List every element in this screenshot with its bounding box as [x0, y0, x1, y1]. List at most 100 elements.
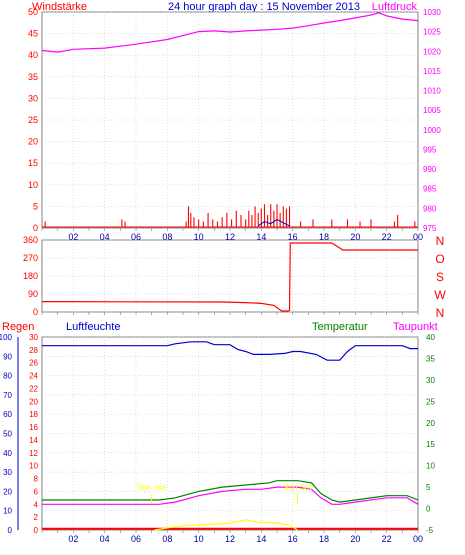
compass-label: S [436, 270, 444, 284]
gust-line [257, 218, 290, 227]
chart-panels: 0510152025303540455097598098599099510001… [0, 7, 446, 544]
tick-label: 100 [0, 333, 13, 342]
tick-label: 15 [28, 158, 38, 168]
humidity-axis-label: Luftfeuchte [66, 321, 120, 333]
tick-label: 20 [3, 487, 12, 496]
xtick-label: 16 [288, 232, 298, 242]
tick-label: 25 [28, 115, 38, 125]
tick-label: 1005 [423, 106, 441, 115]
tick-label: 980 [423, 204, 437, 213]
dewpoint-axis-label: Taupunkt [393, 321, 438, 333]
tick-label: 12 [29, 449, 38, 458]
tick-label: 10 [29, 462, 38, 471]
tick-label: 5 [33, 201, 38, 211]
tick-label: 40 [28, 50, 38, 60]
wind-direction-line [41, 242, 418, 312]
tick-label: 0 [33, 223, 38, 233]
xtick-label: 12 [225, 232, 235, 242]
tick-label: 50 [3, 430, 12, 439]
xtick-label: 06 [131, 534, 141, 544]
tick-label: 1000 [423, 126, 441, 135]
temperature-axis-label: Temperatur [312, 321, 368, 333]
xtick-label: 08 [162, 534, 172, 544]
graph-title: 24 hour graph day : 15 November 2013 [168, 1, 360, 13]
tick-label: 975 [423, 224, 437, 233]
xtick-label: 00 [413, 534, 423, 544]
tick-label: 40 [3, 449, 12, 458]
xtick-label: 14 [256, 232, 266, 242]
xtick-label: 04 [100, 232, 110, 242]
tick-label: 15 [426, 440, 435, 449]
solar-line [154, 519, 298, 531]
tick-label: 80 [3, 372, 12, 381]
rain-axis-label: Regen [2, 321, 34, 333]
compass-label: N [436, 234, 445, 248]
tick-label: 30 [426, 376, 435, 385]
xtick-label: 02 [68, 534, 78, 544]
sun-annotation: Sun Set [283, 483, 312, 492]
tick-label: 10 [426, 462, 435, 471]
compass-label: N [436, 306, 445, 320]
compass-label: O [435, 252, 444, 266]
xtick-label: 22 [382, 232, 392, 242]
xtick-label: 00 [413, 232, 423, 242]
wind-axis-label: Windstärke [32, 1, 87, 13]
tick-label: 35 [426, 354, 435, 363]
tick-label: 995 [423, 145, 437, 154]
tick-label: 60 [3, 410, 12, 419]
xtick-label: 22 [382, 534, 392, 544]
tick-label: 2 [34, 513, 39, 522]
tick-label: 45 [28, 29, 38, 39]
tick-label: 35 [28, 72, 38, 82]
tick-label: 20 [426, 419, 435, 428]
tick-label: 14 [29, 436, 38, 445]
xtick-label: 12 [225, 534, 235, 544]
tick-label: 28 [29, 346, 38, 355]
pressure-axis-label: Luftdruck [372, 1, 418, 13]
xtick-label: 20 [350, 232, 360, 242]
tick-label: 26 [29, 359, 38, 368]
tick-label: 10 [3, 507, 12, 516]
tick-label: 90 [28, 289, 38, 299]
tick-label: -5 [426, 526, 434, 535]
xtick-label: 16 [288, 534, 298, 544]
tick-label: 30 [28, 93, 38, 103]
tick-label: 8 [34, 475, 39, 484]
tick-label: 180 [23, 271, 38, 281]
xtick-label: 18 [319, 534, 329, 544]
tick-label: 270 [23, 253, 38, 263]
tick-label: 22 [29, 384, 38, 393]
sun-annotation: Sun rise [137, 483, 167, 492]
tick-label: 0 [8, 526, 13, 535]
xtick-label: 10 [194, 534, 204, 544]
tick-label: 30 [3, 468, 12, 477]
tick-label: 25 [426, 397, 435, 406]
tick-label: 50 [28, 7, 38, 17]
tick-label: 990 [423, 165, 437, 174]
tick-label: 0 [33, 307, 38, 317]
tick-label: 0 [426, 505, 431, 514]
dewpoint-line [42, 486, 419, 505]
tick-label: 5 [426, 483, 431, 492]
xtick-label: 02 [68, 232, 78, 242]
xtick-label: 10 [194, 232, 204, 242]
tick-label: 16 [29, 423, 38, 432]
xtick-label: 06 [131, 232, 141, 242]
xtick-label: 14 [256, 534, 266, 544]
tick-label: 1025 [423, 28, 441, 37]
tick-label: 70 [3, 391, 12, 400]
tick-label: 1010 [423, 87, 441, 96]
temperature-line [42, 480, 419, 503]
tick-label: 360 [23, 235, 38, 245]
compass-label: W [434, 288, 446, 302]
pressure-line [41, 12, 419, 53]
tick-label: 24 [29, 372, 38, 381]
tick-label: 90 [3, 352, 12, 361]
tick-label: 40 [426, 333, 435, 342]
tick-label: 1030 [423, 8, 441, 17]
tick-label: 30 [29, 333, 38, 342]
tick-label: 4 [34, 500, 39, 509]
xtick-label: 08 [162, 232, 172, 242]
humidity-line [42, 341, 418, 361]
